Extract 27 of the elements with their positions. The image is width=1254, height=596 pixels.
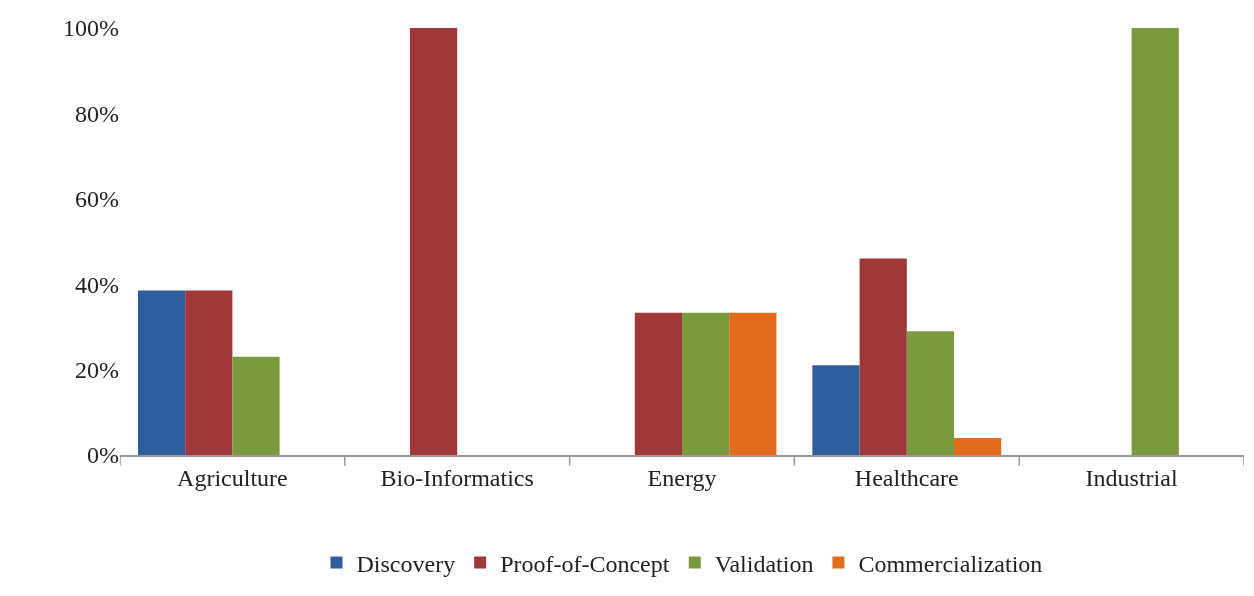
bar — [137, 290, 186, 455]
y-tick-label: 40% — [75, 271, 119, 298]
legend-label: Discovery — [356, 550, 456, 577]
bar — [232, 356, 280, 455]
bar — [812, 365, 860, 455]
bar — [409, 28, 458, 455]
x-tick-label: Agriculture — [177, 464, 288, 491]
legend-label: Validation — [714, 550, 814, 577]
x-tick-label: Healthcare — [854, 464, 959, 491]
bar — [634, 312, 682, 455]
x-tick-label: Energy — [647, 464, 717, 491]
bar — [682, 312, 730, 455]
x-tick-label: Bio-Informatics — [380, 464, 534, 491]
x-tick-label: Industrial — [1085, 464, 1178, 491]
bar — [906, 331, 955, 455]
bar — [1131, 28, 1179, 455]
legend-label: Proof-of-Concept — [500, 550, 670, 577]
legend-label: Commercialization — [858, 550, 1043, 577]
bar — [859, 258, 907, 455]
y-tick-label: 60% — [75, 186, 119, 213]
bar — [954, 437, 1002, 455]
y-tick-label: 80% — [75, 100, 119, 127]
y-tick-label: 0% — [87, 442, 119, 469]
bar — [729, 312, 777, 455]
y-tick-label: 100% — [63, 15, 119, 42]
bar — [185, 290, 233, 455]
y-tick-label: 20% — [75, 357, 119, 383]
